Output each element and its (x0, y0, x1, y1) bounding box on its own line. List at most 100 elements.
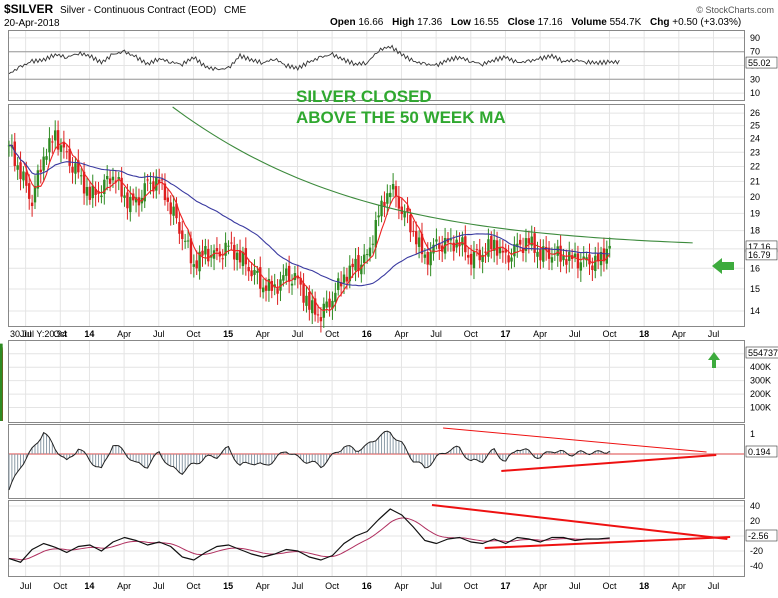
volume-last-label: 554737 (748, 348, 778, 358)
price-candle (71, 166, 74, 173)
price-candle (539, 248, 542, 261)
ma-last-label-box (745, 248, 778, 261)
price-candle (513, 244, 516, 257)
x-tick-label: Apr (394, 581, 408, 591)
price-tick-label: 20 (750, 192, 760, 202)
price-candle (550, 257, 554, 263)
exchange: CME (224, 5, 247, 16)
x-tick-label: 15 (223, 581, 233, 591)
price-candle (435, 239, 438, 242)
price-candle (33, 186, 37, 203)
price-candle (377, 215, 380, 218)
volume-tick-label: 400K (750, 362, 771, 372)
osc1-last-label: 0.194 (748, 447, 771, 457)
watermark: © StockCharts.com (696, 5, 774, 15)
osc1-line (8, 430, 610, 491)
price-candle (120, 177, 123, 197)
price-candle (126, 192, 129, 209)
price-candle (195, 260, 198, 269)
x-tick-label: Oct (53, 581, 68, 591)
price-candle (28, 183, 31, 199)
price-candle (490, 236, 493, 250)
price-candle (82, 171, 86, 194)
price-candle (400, 206, 403, 215)
price-candle (452, 242, 455, 252)
price-candle (305, 295, 308, 306)
price-candle (319, 317, 323, 322)
x-tick-label: 14 (84, 581, 94, 591)
price-candle (440, 245, 444, 252)
price-candle (54, 130, 57, 141)
price-candle (481, 254, 484, 262)
x-tick-label: Apr (117, 581, 131, 591)
price-candle (103, 179, 106, 195)
price-candle (137, 197, 141, 206)
osc1-lower-trendline (501, 454, 717, 472)
ma-last-label: 16.79 (748, 250, 771, 260)
osc2-signal-line (8, 517, 610, 561)
price-candle (282, 275, 285, 281)
x-tick-label: Apr (117, 329, 131, 339)
price-candle (357, 255, 360, 272)
price-candle (302, 283, 305, 303)
price-candle (241, 251, 245, 267)
volume-tick-label: 200K (750, 389, 771, 399)
x-tick-label: 17 (500, 329, 510, 339)
price-candle (313, 298, 317, 315)
price-candle (403, 211, 406, 218)
axes: Jul Jul Oct Oct 14 14 Apr Apr Jul Jul Oct Oct 15 15 Ap… (20, 33, 778, 591)
price-candle (253, 269, 256, 275)
volume-tick-label: 300K (750, 376, 771, 386)
osc2-tick-label: 20 (750, 516, 760, 526)
price-candle (250, 270, 253, 277)
price-candle (131, 193, 135, 201)
price-candle (267, 278, 271, 291)
symbol: $SILVER (4, 2, 53, 16)
price-candle (279, 279, 282, 291)
price-candle (36, 170, 40, 189)
price-candle (201, 250, 204, 256)
x-tick-label: Oct (602, 581, 617, 591)
price-candle (325, 301, 328, 308)
price-candle (331, 300, 334, 309)
x-tick-label: 18 (639, 581, 649, 591)
x-tick-label: Jul (430, 329, 442, 339)
osc2-last-label-box (745, 529, 778, 542)
price-candle (273, 284, 276, 288)
x-tick-label: Apr (672, 581, 686, 591)
price-candle (412, 230, 415, 232)
price-tick-label: 26 (750, 108, 760, 118)
price-candle (484, 251, 487, 253)
price-candle (91, 185, 94, 199)
price-tick-label: 22 (750, 161, 760, 171)
rsi-tick-label: 10 (750, 88, 760, 98)
rsi-tick-label: 70 (750, 47, 760, 57)
price-candle (420, 233, 424, 255)
price-candle (371, 243, 375, 245)
price-candle (608, 245, 611, 249)
price-candle (233, 244, 236, 260)
price-candle (426, 252, 429, 265)
price-tick-label: 25 (750, 121, 760, 131)
x-tick-label: 16 (362, 329, 372, 339)
price-candle (345, 276, 349, 282)
price-candle (62, 141, 66, 148)
price-tick-label: 19 (750, 208, 760, 218)
price-candle (559, 245, 562, 262)
x-tick-label: Apr (533, 581, 547, 591)
price-candle (576, 253, 580, 269)
osc1-tick-label: 1 (750, 429, 755, 439)
price-candle (432, 244, 435, 254)
price-tick-label: 23 (750, 147, 760, 157)
price-candle (596, 252, 600, 262)
price-candle (498, 247, 502, 254)
price-candle (449, 239, 453, 241)
price-candle (7, 145, 11, 147)
osc2-tick-label: -40 (750, 561, 763, 571)
price-candle (181, 230, 184, 240)
price-candle (446, 238, 450, 243)
price-candle (163, 183, 167, 201)
price-candle (605, 248, 609, 264)
price-candle (556, 246, 559, 256)
price-candle (533, 233, 536, 253)
